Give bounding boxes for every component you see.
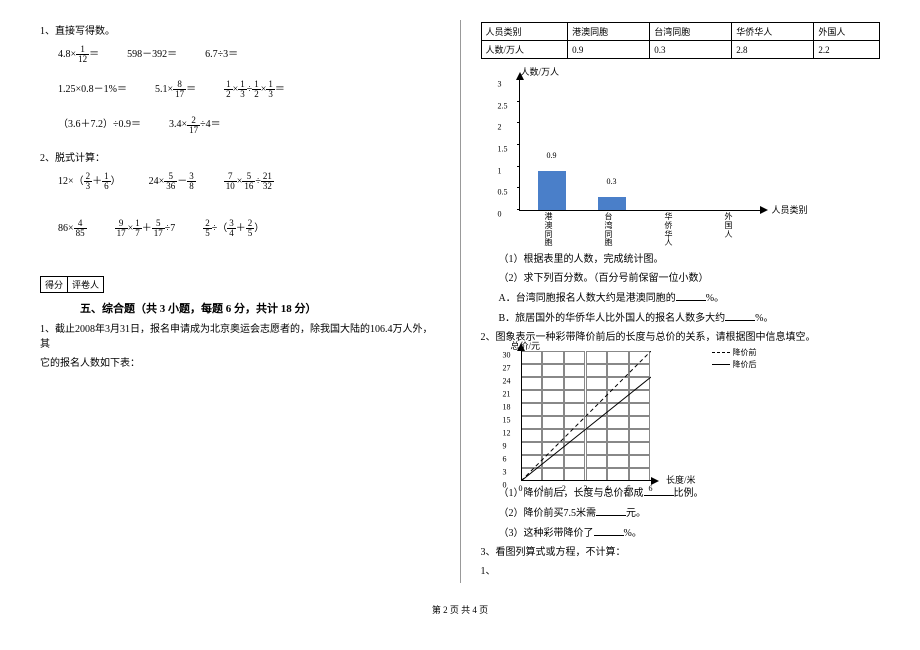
chart1-xlabel: 人员类别 <box>771 203 807 216</box>
q1-title: 1、直接写得数。 <box>40 24 440 39</box>
table-cell: 0.9 <box>568 41 650 59</box>
c2-1: （1）降价前后，长度与总价都成比例。 <box>499 485 881 501</box>
chart1-ylabel: 人数/万人 <box>521 65 881 78</box>
bar <box>598 197 626 210</box>
score-box: 得分 评卷人 <box>40 276 104 293</box>
bar-value: 0.9 <box>547 151 557 160</box>
line-chart: 降价前 降价后 总价/元 长度/米 0369121518212427300123… <box>499 351 699 481</box>
ytick-label: 3 <box>503 468 507 477</box>
table-cell: 0.3 <box>650 41 732 59</box>
table-header: 台湾同胞 <box>650 23 732 41</box>
table-row-label: 人数/万人 <box>481 41 568 59</box>
xtick-label: 4 <box>605 484 609 493</box>
ytick-label: 1 <box>498 166 502 175</box>
solid-icon <box>712 364 730 365</box>
expression: 598－392＝ <box>127 45 177 64</box>
ytick-label: 2 <box>498 123 502 132</box>
xtick-label: 台湾同胞 <box>579 211 639 248</box>
grader-label: 评卷人 <box>68 277 103 292</box>
xtick-label: 1 <box>540 484 544 493</box>
table-cell: 2.8 <box>732 41 814 59</box>
expression: 24×536－38 <box>149 172 196 191</box>
ytick-label: 21 <box>503 390 511 399</box>
blank-field <box>676 290 706 301</box>
xtick-label: 港澳同胞 <box>519 211 579 248</box>
ytick-label: 2.5 <box>498 101 508 110</box>
ytick-label: 1.5 <box>498 145 508 154</box>
expression: （3.6＋7.2）÷0.9＝ <box>58 115 141 134</box>
xtick-label: 华侨华人 <box>639 211 699 248</box>
ytick-label: 12 <box>503 429 511 438</box>
xtick-label: 6 <box>649 484 653 493</box>
table-header: 人员类别 <box>481 23 568 41</box>
q2-title: 2、脱式计算： <box>40 151 440 166</box>
ytick-label: 15 <box>503 416 511 425</box>
q5-1-text-b: 它的报名人数如下表： <box>40 356 440 371</box>
arrow-up-icon <box>517 343 525 351</box>
ytick-label: 0 <box>498 210 502 219</box>
expression: 86×485 <box>58 219 87 238</box>
xtick-label: 5 <box>627 484 631 493</box>
expression: 3.4×217÷4＝ <box>169 115 221 134</box>
ytick-label: 6 <box>503 455 507 464</box>
table-header: 港澳同胞 <box>568 23 650 41</box>
table-header: 华侨华人 <box>732 23 814 41</box>
expression: 4.8×112＝ <box>58 45 99 64</box>
volunteer-table: 人员类别港澳同胞台湾同胞华侨华人外国人 人数/万人0.90.32.82.2 <box>481 22 881 59</box>
ytick-label: 9 <box>503 442 507 451</box>
expression: 5.1×817＝ <box>155 80 196 99</box>
chart-lines <box>521 351 651 481</box>
score-label: 得分 <box>41 277 68 292</box>
ytick-label: 3 <box>498 80 502 89</box>
ytick-label: 24 <box>503 377 511 386</box>
blank-field <box>594 525 624 536</box>
ytick-label: 27 <box>503 364 511 373</box>
c2-3: （3）这种彩带降价了%。 <box>499 525 881 541</box>
sub-a: A．台湾同胞报名人数大约是港澳同胞的%。 <box>499 290 881 306</box>
arrow-right-icon <box>760 206 768 214</box>
sub-2: （2）求下列百分数。（百分号前保留一位小数） <box>499 271 881 286</box>
sub-1: （1）根据表里的人数，完成统计图。 <box>499 252 881 267</box>
page-footer: 第 2 页 共 4 页 <box>40 603 880 616</box>
left-column: 1、直接写得数。 4.8×112＝ 598－392＝ 6.7÷3＝ 1.25×0.8－… <box>40 20 440 583</box>
ytick-label: 30 <box>503 351 511 360</box>
q3-1: 1、 <box>481 564 881 579</box>
expression: 12×13÷12×13＝ <box>224 80 285 99</box>
q3-text: 3、看图列算式或方程，不计算： <box>481 545 881 560</box>
bar-chart: 人数/万人 人员类别 0 0.5 1 1.5 2 2.5 3 0.9 0.3 港澳同胞台湾同胞华… <box>499 65 881 248</box>
xtick-label: 0 <box>519 484 523 493</box>
section-5-title: 五、综合题（共 3 小题，每题 6 分，共计 18 分） <box>80 301 440 318</box>
blank-field <box>725 310 755 321</box>
sub-b: B．旅居国外的华侨华人比外国人的报名人数多大约%。 <box>499 310 881 326</box>
legend: 降价前 降价后 <box>712 347 757 371</box>
bar <box>538 171 566 210</box>
q5-1-text-a: 1、截止2008年3月31日，报名申请成为北京奥运会志愿者的，除我国大陆的106… <box>40 322 440 352</box>
xtick-label: 3 <box>584 484 588 493</box>
table-cell: 2.2 <box>814 41 880 59</box>
expression: 917×17＋517÷7 <box>115 219 176 238</box>
right-column: 人员类别港澳同胞台湾同胞华侨华人外国人 人数/万人0.90.32.82.2 人数… <box>481 20 881 583</box>
chart2-xlabel: 长度/米 <box>666 473 696 486</box>
column-divider <box>460 20 461 583</box>
expression: 1.25×0.8－1%＝ <box>58 80 127 99</box>
ytick-label: 0.5 <box>498 188 508 197</box>
expression: 25÷（34＋25） <box>203 219 264 238</box>
xtick-label: 2 <box>562 484 566 493</box>
bar-value: 0.3 <box>607 177 617 186</box>
expression: 12×（23＋16） <box>58 172 121 191</box>
xtick-label: 外国人 <box>699 211 759 248</box>
table-header: 外国人 <box>814 23 880 41</box>
q2-text: 2、图象表示一种彩带降价前后的长度与总价的关系，请根据图中信息填空。 <box>481 330 881 345</box>
blank-field <box>596 505 626 516</box>
expression: 710×516÷2132 <box>224 172 274 191</box>
ytick-label: 0 <box>503 481 507 490</box>
expression: 6.7÷3＝ <box>205 45 238 64</box>
dash-icon <box>712 352 730 353</box>
c2-2: （2）降价前买7.5米需元。 <box>499 505 881 521</box>
ytick-label: 18 <box>503 403 511 412</box>
